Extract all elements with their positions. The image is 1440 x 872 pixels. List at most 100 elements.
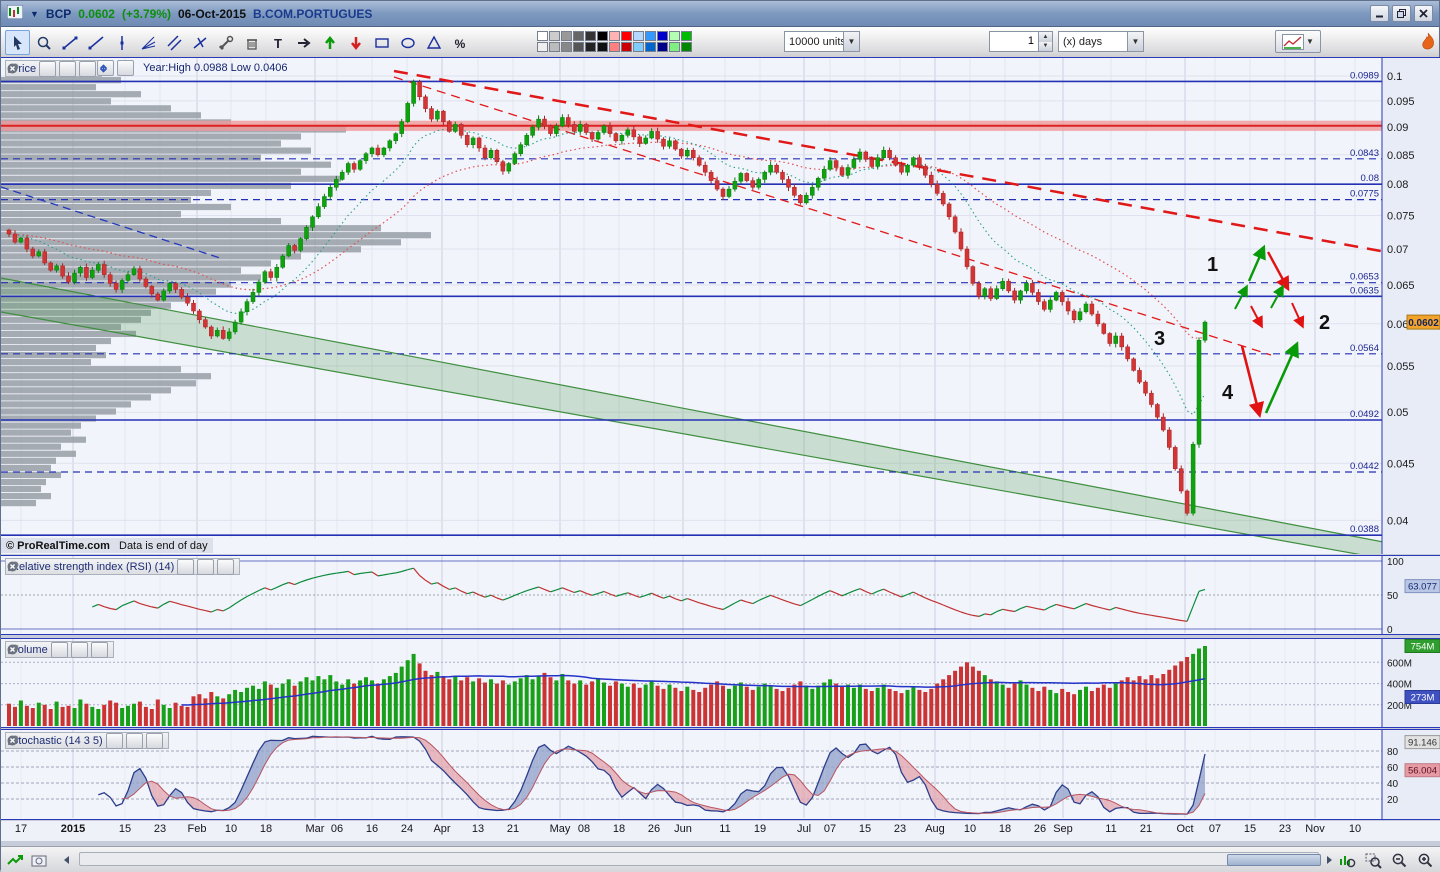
- color-swatch[interactable]: [585, 31, 596, 41]
- tool-arrow-up-button[interactable]: [317, 30, 342, 55]
- scrollbar-thumb[interactable]: [1227, 854, 1321, 866]
- pan-chart-icon[interactable]: [5, 850, 25, 869]
- price-settings-button[interactable]: [39, 61, 56, 77]
- color-swatch[interactable]: [561, 42, 572, 52]
- scroll-right-button[interactable]: [1321, 850, 1337, 869]
- color-swatch[interactable]: [621, 31, 632, 41]
- tool-toolbox-button[interactable]: [213, 30, 238, 55]
- tool-arrow-right-button[interactable]: [291, 30, 316, 55]
- scrollbar-track[interactable]: [79, 852, 1319, 866]
- color-swatch[interactable]: [537, 42, 548, 52]
- svg-text:91.146: 91.146: [1408, 738, 1437, 749]
- scroll-left-button[interactable]: [59, 850, 75, 869]
- price-level-label: 0.0843: [1350, 148, 1379, 159]
- panel-down-button[interactable]: [117, 60, 134, 76]
- tool-triangle-button[interactable]: [421, 30, 446, 55]
- volume-panel-header: Volume: [5, 641, 114, 658]
- tool-vertical-line-button[interactable]: [109, 30, 134, 55]
- volume-close-button[interactable]: [91, 642, 108, 658]
- stochastic-settings-button[interactable]: [106, 733, 123, 749]
- volume-duplicate-button[interactable]: [71, 642, 88, 658]
- tool-ray-line-button[interactable]: [83, 30, 108, 55]
- price-chart[interactable]: 0.10.0950.090.0850.080.0750.070.0650.060…: [1, 57, 1440, 554]
- tool-text-button[interactable]: T: [265, 30, 290, 55]
- color-swatch[interactable]: [609, 31, 620, 41]
- period-spinner[interactable]: 1 ▲▼: [989, 31, 1053, 52]
- tool-fan-lines-button[interactable]: [135, 30, 160, 55]
- svg-text:0.05: 0.05: [1387, 407, 1408, 419]
- color-swatch[interactable]: [621, 42, 632, 52]
- spinner-down-icon[interactable]: ▼: [1039, 42, 1052, 52]
- color-swatch[interactable]: [645, 31, 656, 41]
- color-swatch[interactable]: [657, 42, 668, 52]
- window-buttons: [1370, 5, 1433, 22]
- color-swatch[interactable]: [681, 42, 692, 52]
- tool-rectangle-button[interactable]: [369, 30, 394, 55]
- tool-trend-line-button[interactable]: [57, 30, 82, 55]
- volume-profile-bar: [1, 225, 381, 231]
- tool-pointer-button[interactable]: [5, 30, 30, 55]
- stochastic-close-button[interactable]: [146, 733, 163, 749]
- spinner-up-icon[interactable]: ▲: [1039, 32, 1052, 42]
- zoom-out-button[interactable]: [1389, 850, 1409, 869]
- units-dropdown-caret-icon[interactable]: ▼: [843, 32, 859, 51]
- restore-button[interactable]: [1392, 5, 1411, 22]
- scenario-number-label[interactable]: 2: [1319, 312, 1330, 334]
- color-swatch[interactable]: [681, 31, 692, 41]
- rsi-close-button[interactable]: [217, 559, 234, 575]
- color-swatch[interactable]: [669, 42, 680, 52]
- svg-text:20: 20: [1387, 795, 1399, 806]
- color-swatch[interactable]: [633, 42, 644, 52]
- color-swatch[interactable]: [657, 31, 668, 41]
- color-swatch[interactable]: [609, 42, 620, 52]
- color-swatch[interactable]: [633, 31, 644, 41]
- price-close-button[interactable]: [79, 61, 96, 77]
- symbol-dropdown-caret[interactable]: ▼: [30, 9, 39, 19]
- rsi-settings-button[interactable]: [177, 559, 194, 575]
- color-swatch[interactable]: [597, 31, 608, 41]
- close-window-button[interactable]: [1414, 5, 1433, 22]
- scenario-number-label[interactable]: 1: [1207, 254, 1218, 276]
- units-dropdown[interactable]: 10000 units ▼: [784, 31, 860, 52]
- tool-arrow-down-button[interactable]: [343, 30, 368, 55]
- scenario-number-label[interactable]: 4: [1222, 382, 1234, 404]
- volume-settings-button[interactable]: [51, 642, 68, 658]
- color-swatch[interactable]: [573, 42, 584, 52]
- scenario-number-label[interactable]: 3: [1154, 328, 1165, 350]
- tool-cross-line-button[interactable]: [187, 30, 212, 55]
- period-unit-caret-icon[interactable]: ▼: [1127, 32, 1143, 51]
- color-swatch[interactable]: [549, 42, 560, 52]
- color-swatch[interactable]: [561, 31, 572, 41]
- period-spinner-buttons[interactable]: ▲▼: [1038, 32, 1052, 51]
- tool-zoom-button[interactable]: [31, 30, 56, 55]
- color-swatch[interactable]: [597, 42, 608, 52]
- year-high-low-label: Year:High 0.0988 Low 0.0406: [143, 62, 288, 74]
- color-swatch[interactable]: [573, 31, 584, 41]
- color-swatch[interactable]: [549, 31, 560, 41]
- minimize-button[interactable]: [1370, 5, 1389, 22]
- tool-ellipse-button[interactable]: [395, 30, 420, 55]
- screenshot-icon[interactable]: [29, 850, 49, 869]
- zoom-area-button[interactable]: [1363, 850, 1383, 869]
- date-axis-label: 21: [507, 823, 519, 835]
- tool-parallel-lines-button[interactable]: [161, 30, 186, 55]
- price-duplicate-button[interactable]: [59, 61, 76, 77]
- fit-chart-button[interactable]: [1337, 850, 1357, 869]
- color-swatch[interactable]: [585, 42, 596, 52]
- date-axis-label: 10: [1349, 823, 1361, 835]
- rsi-duplicate-button[interactable]: [197, 559, 214, 575]
- color-swatch[interactable]: [645, 42, 656, 52]
- color-swatch[interactable]: [537, 31, 548, 41]
- stochastic-duplicate-button[interactable]: [126, 733, 143, 749]
- svg-text:400M: 400M: [1387, 680, 1412, 691]
- chart-style-button[interactable]: ▼: [1275, 30, 1321, 53]
- tool-eraser-button[interactable]: [239, 30, 264, 55]
- svg-text:0.075: 0.075: [1387, 211, 1415, 223]
- color-swatch[interactable]: [669, 31, 680, 41]
- period-unit-dropdown[interactable]: (x) days ▼: [1058, 31, 1144, 52]
- zoom-in-button[interactable]: [1415, 850, 1435, 869]
- tool-percent-button[interactable]: %: [447, 30, 472, 55]
- chart-window-icon: [7, 5, 23, 22]
